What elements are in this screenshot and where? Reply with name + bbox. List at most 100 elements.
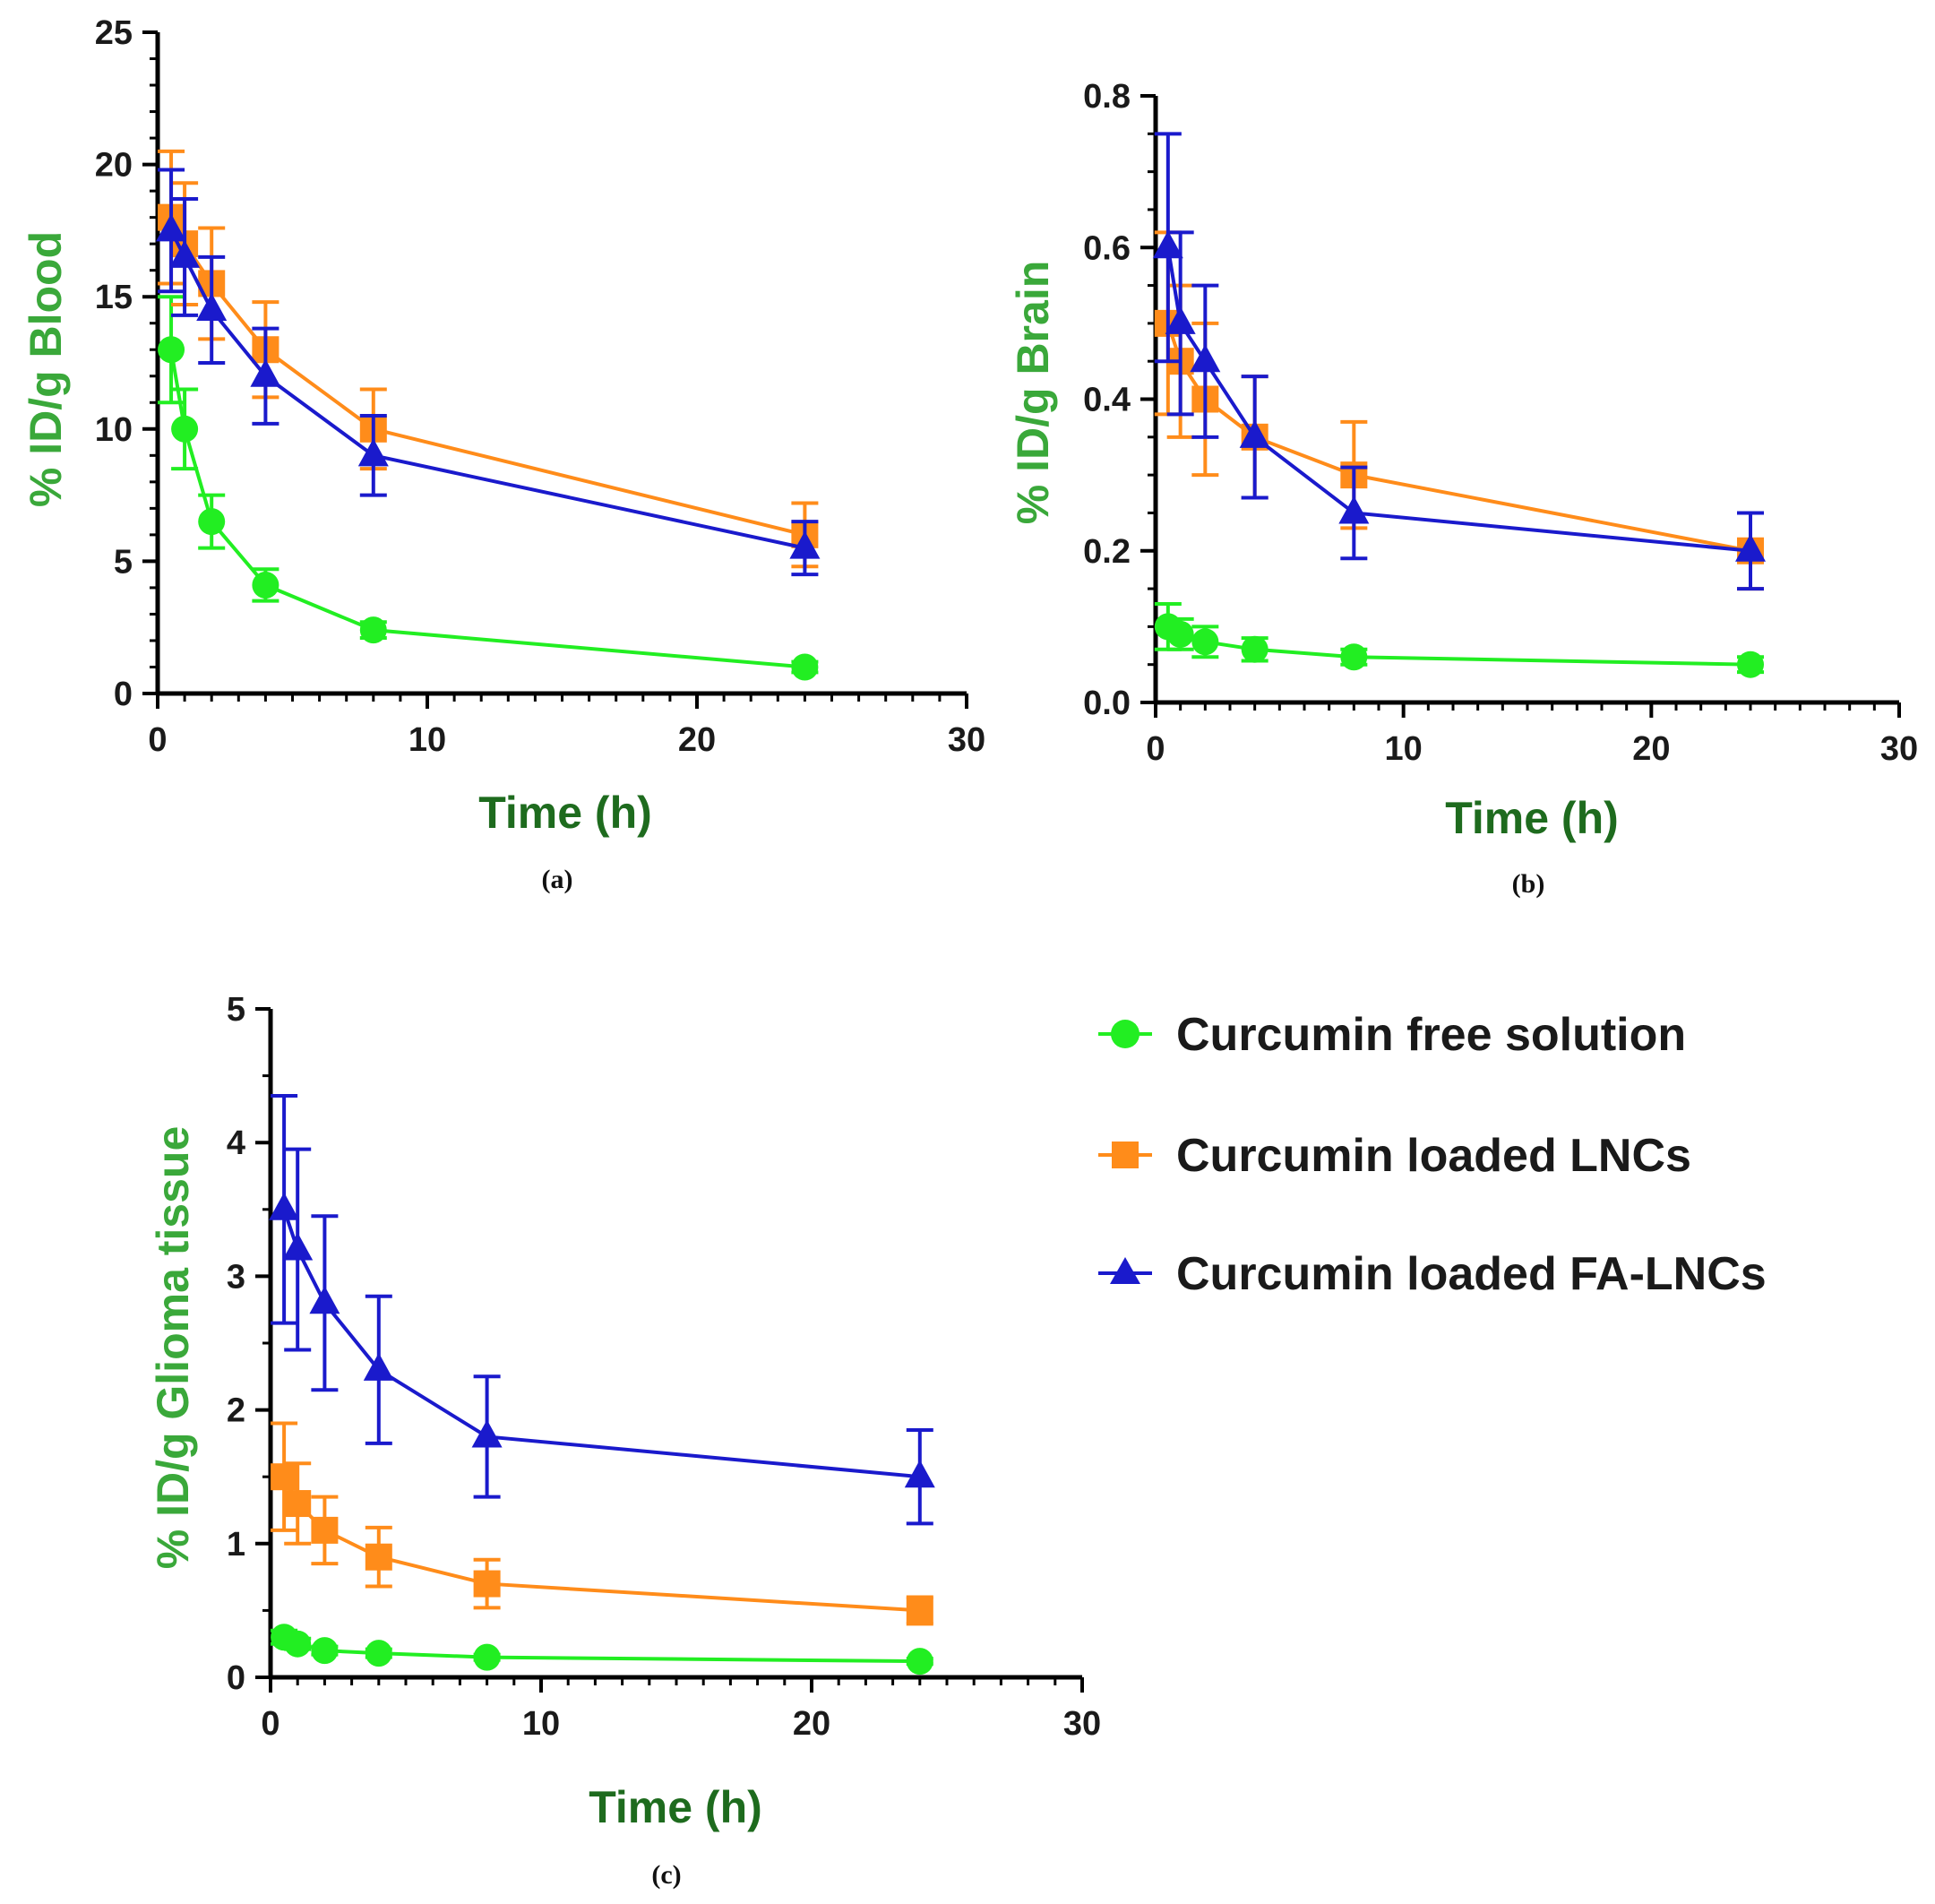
panel-b-x-tick-label: 20 [1632,730,1670,768]
panel-b-free-point [1340,643,1368,671]
panel-c-x-tick-label: 30 [1063,1705,1101,1743]
panel-a-series-lnc [158,149,819,569]
panel-c-free-point [311,1637,339,1665]
panel-c-fa-point [363,1352,394,1381]
panel-c-y-tick-label: 4 [227,1124,245,1162]
panel-c-lnc-point [271,1463,298,1491]
panel-b-y-tick-label: 0.0 [1083,685,1131,722]
panel-a-x-tick-label: 20 [678,721,716,759]
legend-item-lnc: Curcumin loaded LNCs [1098,1130,1691,1182]
panel-c-caption: (c) [651,1860,681,1890]
panel-a-y-tick-label: 10 [95,411,133,449]
panel-c-series-fa [269,1093,935,1526]
panel-c-lnc-point [284,1490,312,1518]
panel-a-fa-point [250,358,281,387]
panel-c-series-free [271,1624,933,1676]
panel-c-lnc-point [365,1543,392,1571]
panel-c-free-point [365,1640,392,1667]
panel-b-x-tick-label: 10 [1385,730,1423,768]
legend-marker-triangle-icon [1110,1257,1140,1284]
panel-a-x-tick-label: 10 [408,721,446,759]
panel-a-free-point [791,653,819,681]
panel-c-y-tick-label: 3 [227,1258,245,1296]
panel-a-y-tick-label: 5 [114,543,133,581]
panel-a-free-point [359,616,387,644]
panel-b-x-tick-label: 30 [1880,730,1918,768]
panel-a-free-point [198,508,226,536]
panel-c-free-point [473,1643,501,1671]
panel-b-x-axis-title: Time (h) [1445,793,1619,843]
panel-c-fa-point [904,1460,935,1488]
panel-b-free-point [1191,628,1219,656]
panel-a-fa-point [196,292,228,321]
panel-c-x-axis-title: Time (h) [589,1782,762,1832]
panel-c-x-tick-label: 10 [522,1705,560,1743]
panel-c-free-point [284,1630,312,1658]
panel-c-lnc-point [311,1516,339,1544]
panel-b-y-axis-title: % ID/g Brain [1008,261,1058,524]
panel-c-fa-point [269,1192,300,1220]
panel-a-y-tick-label: 0 [114,676,133,713]
panel-a-series-free [158,295,819,681]
panel-c-y-tick-label: 5 [227,991,245,1029]
panel-b-fa-point [1152,230,1183,259]
panel-c-fa-point [282,1232,314,1261]
panel-a-y-tick-label: 25 [95,14,133,52]
panel-a-y-tick-label: 15 [95,279,133,316]
panel-c-free-point [906,1648,933,1676]
legend-label-lnc: Curcumin loaded LNCs [1176,1130,1691,1182]
panel-c-x-tick-label: 0 [261,1705,280,1743]
panel-c-y-tick-label: 2 [227,1392,245,1430]
legend-marker-square-icon [1112,1142,1139,1168]
panel-c-y-axis-title: % ID/g Glioma tissue [148,1126,198,1570]
panel-a-free-point [171,415,199,443]
legend-label-free: Curcumin free solution [1176,1009,1686,1061]
panel-b-series-lnc [1154,230,1764,591]
panel-a-fa-point [789,530,821,559]
panel-b-fa-point [1338,495,1370,524]
panel-a-x-axis-title: Time (h) [478,788,652,838]
panel-c-fa-point [471,1419,503,1448]
panel-b-fa-point [1239,419,1270,448]
panel-b-y-tick-label: 0.2 [1083,533,1131,571]
panel-b-series-free [1154,601,1764,678]
legend-item-free: Curcumin free solution [1098,1009,1686,1061]
panel-b-free-point [1166,620,1194,648]
panel-b-series-fa [1152,132,1766,591]
panel-a-free-point [252,571,280,599]
legend-marker-circle-icon [1111,1020,1140,1048]
panel-a-fa-point [169,239,201,268]
panel-a-fa-point [357,438,389,467]
panel-b-fa-point [1190,344,1221,373]
panel-a-fa-point [156,213,187,242]
panel-c-fa-point [309,1286,340,1314]
panel-b-x-tick-label: 0 [1146,730,1165,768]
panel-b-fa-point [1165,306,1196,334]
panel-c-x-tick-label: 20 [793,1705,830,1743]
panel-b-y-tick-label: 0.4 [1083,382,1131,419]
panel-c-y-tick-label: 0 [227,1659,245,1697]
panel-b-brain: Time (h) % ID/g Brain (b) 0 10 20 30 0.0 0.2 0… [1008,78,1918,899]
panel-c-series-lnc [271,1421,933,1626]
legend-item-fa: Curcumin loaded FA-LNCs [1098,1248,1767,1300]
panel-b-free-point [1241,635,1268,663]
panel-c-glioma: Time (h) % ID/g Glioma tissue (c) 0 10 20 3… [148,991,1101,1890]
panel-c-lnc-point [906,1597,933,1624]
panel-a-y-axis-title: % ID/g Blood [21,231,71,507]
panel-b-free-point [1737,650,1764,678]
panel-a-y-tick-label: 20 [95,147,133,185]
panel-b-y-tick-label: 0.6 [1083,229,1131,267]
panel-a-x-tick-label: 0 [148,721,167,759]
panel-b-y-tick-label: 0.8 [1083,78,1131,116]
panel-a-blood: Time (h) % ID/g Blood (a) 0 10 20 30 0 5 10 15 2… [21,14,985,894]
panel-b-caption: (b) [1512,869,1545,899]
panel-a-free-point [158,336,185,364]
panel-b-fa-point [1735,533,1766,562]
panel-c-lnc-point [473,1570,501,1598]
panel-c-y-tick-label: 1 [227,1526,245,1564]
legend-label-fa: Curcumin loaded FA-LNCs [1176,1248,1767,1300]
panel-a-caption: (a) [542,865,573,894]
panel-a-x-tick-label: 30 [948,721,985,759]
panel-a-series-fa [156,168,821,577]
